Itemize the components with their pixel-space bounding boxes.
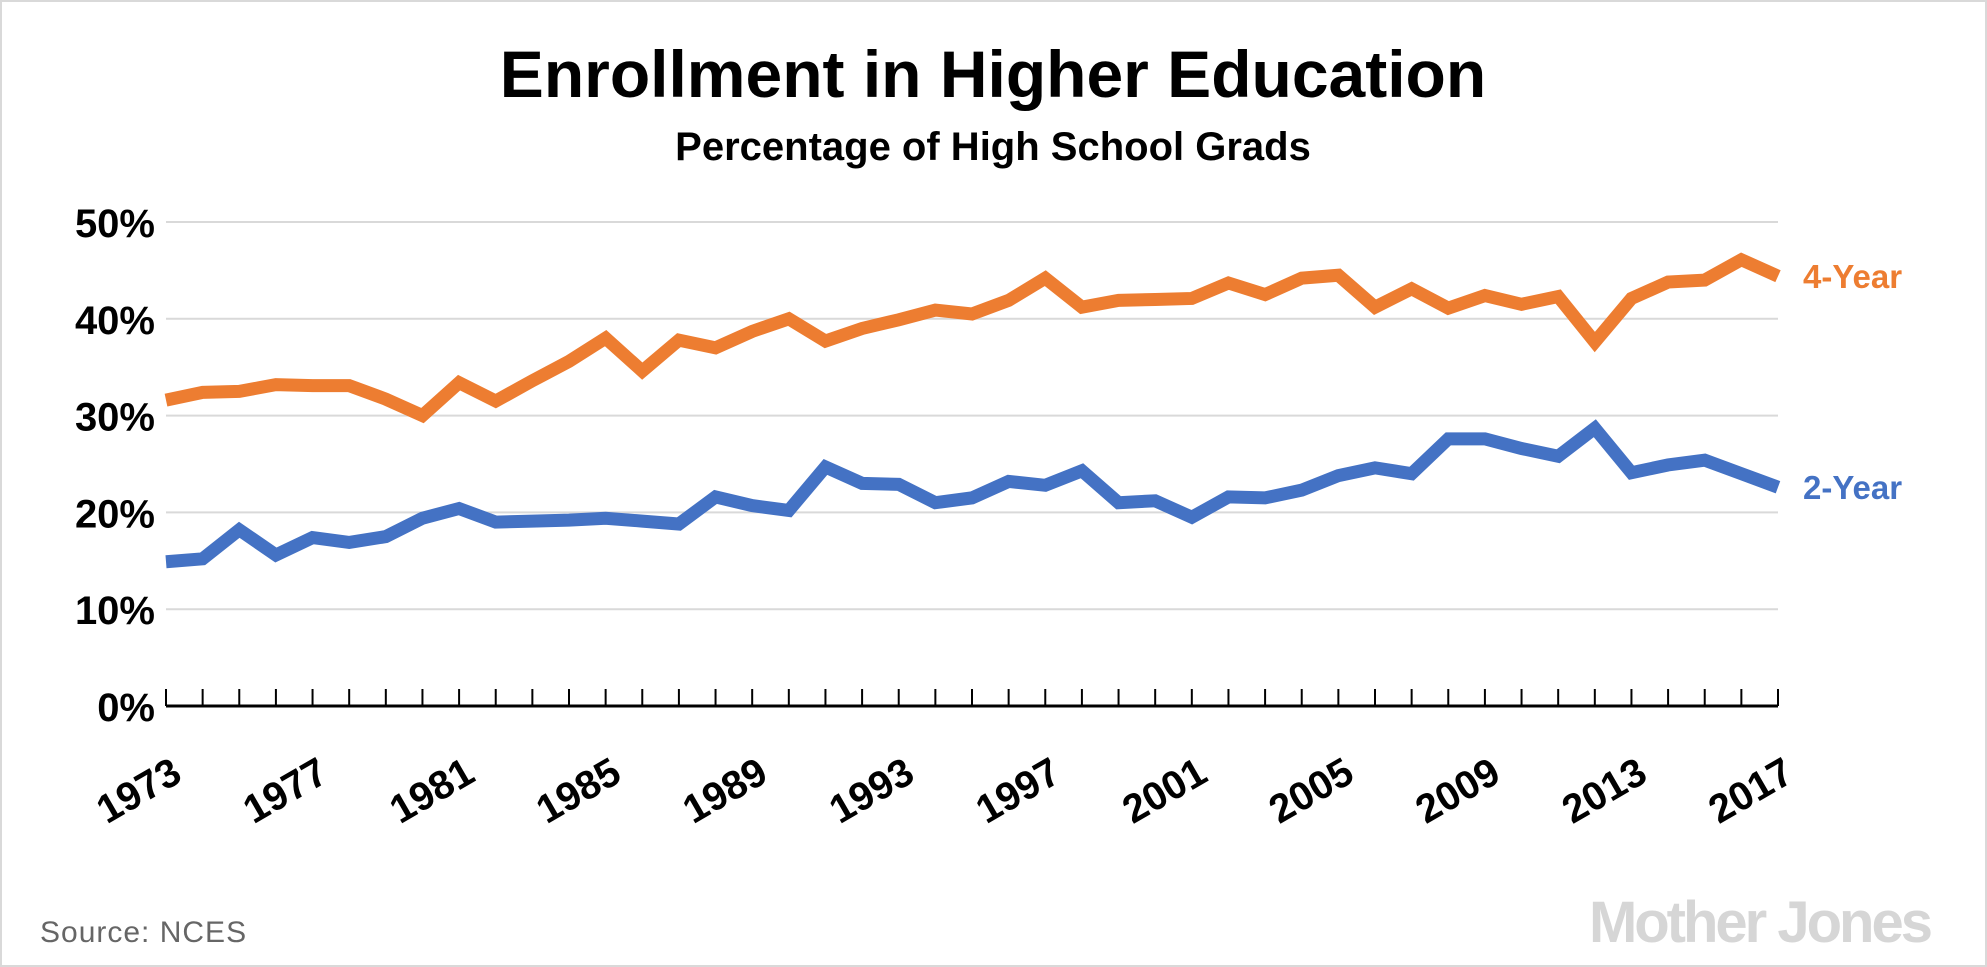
y-tick-label: 20%: [75, 492, 155, 536]
y-tick-label: 10%: [75, 589, 155, 633]
y-tick-label: 50%: [75, 202, 155, 246]
x-tick-label: 1989: [676, 750, 775, 833]
source-note: Source: NCES: [40, 916, 247, 949]
x-tick-label: 2005: [1262, 750, 1361, 833]
x-tick-label: 2009: [1408, 750, 1507, 833]
x-tick-label: 2001: [1115, 750, 1214, 833]
chart-title: Enrollment in Higher Education: [500, 37, 1486, 111]
x-tick-label: 2013: [1555, 750, 1654, 833]
x-tick-label: 2017: [1701, 750, 1800, 833]
y-tick-label: 30%: [75, 396, 155, 440]
series-label-2-year: 2-Year: [1803, 469, 1902, 506]
x-tick-label: 1973: [89, 750, 188, 833]
y-tick-label: 0%: [97, 686, 155, 730]
y-tick-label: 40%: [75, 299, 155, 343]
series-label-4-year: 4-Year: [1803, 258, 1902, 295]
x-tick-label: 1997: [969, 750, 1068, 833]
mother-jones-logo: Mother Jones: [1589, 890, 1931, 955]
series-line-4-year: [164, 252, 1781, 424]
chart-subtitle: Percentage of High School Grads: [675, 125, 1311, 169]
x-tick-label: 1985: [529, 750, 628, 833]
x-tick-label: 1977: [236, 750, 335, 833]
series-line-2-year: [165, 419, 1781, 569]
x-tick-label: 1981: [383, 750, 482, 833]
x-tick-label: 1993: [822, 750, 921, 833]
